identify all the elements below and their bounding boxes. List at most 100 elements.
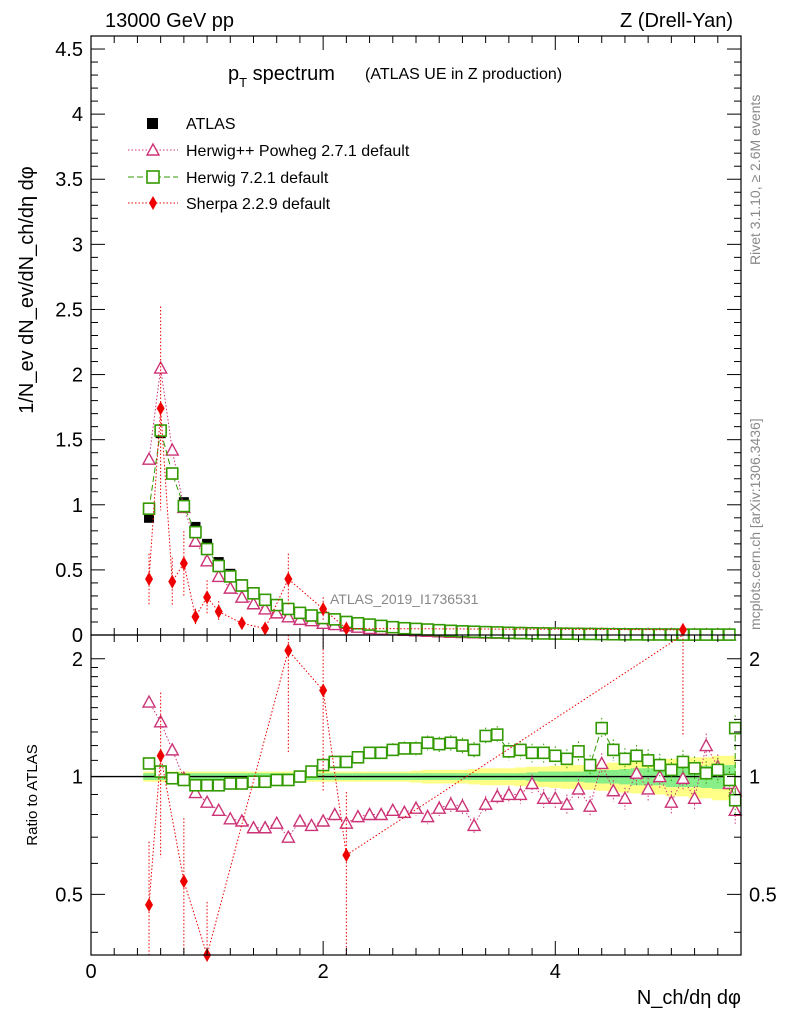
main-plot-panel: 0 0.5 1 1.5 2 2.5 3 3.5 4 4.5 ATLAS_2019_I1736531… [16,35,742,647]
main-y-ticks: 0 0.5 1 1.5 2 2.5 3 3.5 4 4.5 [55,39,741,647]
ratio-y-tick-label: 2 [72,649,83,671]
ratio-marker-herwigpp [188,785,203,799]
ratio-marker-herwig7 [479,729,492,743]
main-marker-herwigpp [188,533,203,547]
ratio-marker-herwigpp [513,787,528,801]
ratio-marker-herwig7 [630,749,643,763]
main-marker-atlas [144,512,155,523]
main-marker-herwig7 [630,628,643,641]
ratio-marker-herwigpp [234,813,250,827]
ratio-y-ticks: 0.5 0.5 1 1 2 2 [55,649,777,933]
ratio-marker-herwigpp [571,781,586,795]
ratio-marker-herwigpp [640,781,656,795]
ratio-marker-herwig7 [293,770,307,783]
ratio-y-tick-label: 0.5 [55,884,83,906]
title-rest: spectrum [247,63,335,85]
ratio-marker-herwig7 [653,758,667,772]
process-label: Z (Drell-Yan) [620,10,733,32]
main-marker-herwig7 [432,623,446,637]
main-y-tick-label: 0.5 [55,560,83,582]
ratio-marker-herwigpp [559,796,575,810]
legend-entry-herwigpp: Herwig++ Powheg 2.7.1 default [128,142,410,160]
ratio-marker-herwig7 [688,761,701,775]
legend: ATLAS Herwig++ Powheg 2.7.1 default Herw… [128,116,410,213]
main-marker-herwigpp [269,605,284,619]
x-tick-label: 0 [85,961,96,983]
main-marker-herwigpp [281,609,296,623]
ratio-marker-herwigpp [548,790,563,804]
ratio-marker-herwigpp [246,820,261,834]
main-marker-herwig7 [583,627,597,641]
ratio-marker-herwigpp [141,694,157,708]
main-marker-sherpa [156,401,165,416]
main-marker-herwig7 [282,602,295,616]
main-marker-herwig7 [142,502,156,515]
main-marker-herwig7 [165,467,179,480]
ratio-marker-herwigpp [292,813,308,827]
legend-label-sherpa: Sherpa 2.2.9 default [186,196,331,213]
ratio-y-tick-label-right: 0.5 [749,884,777,906]
main-y-tick-label: 0 [72,625,83,647]
ratio-marker-herwig7 [328,755,342,769]
main-series-sherpa [145,306,687,637]
main-marker-herwig7 [235,579,249,592]
ratio-marker-herwig7 [537,746,550,760]
ratio-marker-herwigpp [385,802,400,816]
x-axis-label: N_ch/dη dφ [637,987,741,1009]
ratio-marker-herwigpp [675,770,691,784]
main-marker-sherpa [214,604,223,619]
ratio-marker-herwig7 [235,777,249,790]
main-y-tick-label: 1 [72,495,83,517]
main-series-group [141,306,737,641]
ratio-marker-herwigpp [629,765,644,779]
main-marker-sherpa [237,616,246,631]
ratio-marker-herwig7 [258,775,272,789]
rivet-label: Rivet 3.1.10, ≥ 2.6M events [747,95,763,265]
ratio-marker-herwig7 [282,773,295,787]
ratio-marker-herwig7 [525,746,539,760]
ratio-marker-herwig7 [270,773,284,787]
legend-label-atlas: ATLAS [186,116,236,133]
ratio-marker-herwig7 [699,766,713,780]
ratio-marker-herwig7 [641,754,655,767]
title-sub: T [239,75,247,90]
ratio-marker-herwig7 [456,739,469,752]
ratio-marker-herwig7 [467,743,481,757]
main-marker-herwig7 [258,593,272,607]
ratio-marker-herwigpp [594,756,609,770]
ratio-marker-herwigpp [687,790,702,804]
main-y-label: 1/N_ev dN_ev/dN_ch/dη dφ [16,166,38,414]
legend-label-herwig7: Herwig 7.2.1 default [186,170,329,187]
main-y-tick-label: 2.5 [55,299,83,321]
main-marker-herwigpp [223,580,238,594]
ratio-marker-herwig7 [223,777,237,790]
main-marker-herwig7 [270,598,284,612]
ratio-marker-herwigpp [490,788,505,803]
ratio-y-label: Ratio to ATLAS [24,744,41,845]
ratio-marker-herwigpp [304,818,319,832]
main-marker-herwig7 [305,609,318,622]
main-marker-sherpa [342,621,351,636]
main-marker-herwig7 [189,525,202,539]
chart-subtitle: (ATLAS UE in Z production) [365,66,562,83]
ratio-plot-panel: 0.5 0.5 1 1 2 2 0 2 4 Ratio to ATLAS N_ch/dη dφ [24,634,777,1009]
ratio-marker-herwig7 [444,736,458,750]
main-marker-herwig7 [490,626,504,639]
main-series-atlas [144,428,735,640]
main-y-tick-label: 3.5 [55,169,83,191]
ratio-marker-sherpa [342,848,351,863]
ratio-marker-sherpa [284,643,293,658]
ratio-marker-herwigpp [536,790,551,804]
ratio-marker-herwig7 [386,743,400,757]
main-y-tick-label: 3 [72,234,83,256]
ratio-marker-herwig7 [212,778,225,792]
main-marker-sherpa [145,572,154,587]
ratio-marker-herwigpp [420,809,435,823]
legend-entry-herwig7: Herwig 7.2.1 default [128,170,329,187]
ratio-marker-herwigpp [478,796,493,810]
main-marker-herwigpp [246,596,261,610]
ratio-marker-herwig7 [200,778,214,792]
main-y-tick-label: 1.5 [55,430,83,452]
ratio-series-group [141,634,743,962]
